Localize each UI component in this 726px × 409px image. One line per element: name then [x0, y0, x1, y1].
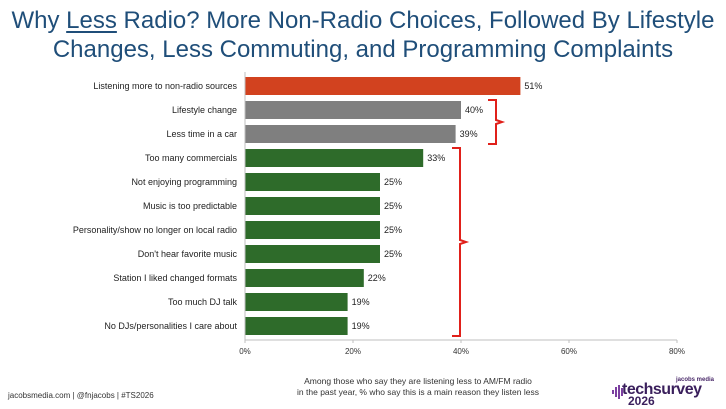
x-tick-label: 40% [453, 347, 469, 356]
title-line-2: Changes, Less Commuting, and Programming… [52, 36, 674, 63]
footnote-line-2: in the past year, % who say this is a ma… [297, 387, 539, 397]
category-label: Not enjoying programming [131, 177, 237, 187]
category-label: Music is too predictable [143, 201, 237, 211]
bar [245, 173, 380, 191]
bar [245, 197, 380, 215]
title-part-1: Why [11, 7, 67, 34]
data-label: 25% [384, 249, 402, 259]
data-label: 19% [352, 321, 370, 331]
bar [245, 269, 364, 287]
category-label: No DJs/personalities I care about [104, 321, 237, 331]
data-label: 25% [384, 177, 402, 187]
category-label: Personality/show no longer on local radi… [73, 225, 237, 235]
category-label: Listening more to non-radio sources [93, 81, 237, 91]
data-label: 33% [427, 153, 445, 163]
bar [245, 77, 521, 95]
title-underlined-word: Less [66, 7, 117, 34]
bar [245, 317, 348, 335]
data-label: 25% [384, 201, 402, 211]
group-bracket [452, 147, 470, 337]
category-label: Don't hear favorite music [138, 249, 238, 259]
logo-year: 2026 [628, 394, 655, 408]
data-label: 51% [524, 81, 542, 91]
x-tick-label: 80% [669, 347, 685, 356]
logo-big-text: techsurvey [622, 381, 702, 398]
x-tick-label: 60% [561, 347, 577, 356]
chart-title: Why Less Radio? More Non-Radio Choices, … [0, 6, 726, 64]
bar [245, 293, 348, 311]
category-label: Less time in a car [166, 129, 237, 139]
x-tick-label: 20% [345, 347, 361, 356]
group-bracket [488, 99, 506, 145]
x-tick-label: 0% [239, 347, 251, 356]
data-label: 39% [460, 129, 478, 139]
logo-small-text: jacobs media [675, 377, 714, 383]
category-label: Lifestyle change [172, 105, 237, 115]
data-label: 40% [465, 105, 483, 115]
title-line-1: Why Less Radio? More Non-Radio Choices, … [0, 6, 726, 35]
bar [245, 125, 456, 143]
category-label: Too much DJ talk [168, 297, 238, 307]
bar [245, 221, 380, 239]
category-label: Station I liked changed formats [113, 273, 237, 283]
bar [245, 245, 380, 263]
data-label: 25% [384, 225, 402, 235]
data-label: 19% [352, 297, 370, 307]
bar [245, 149, 424, 167]
footer-credits: jacobsmedia.com | @fnjacobs | #TS2026 [8, 391, 154, 400]
chart-footnote: Among those who say they are listening l… [268, 376, 568, 398]
data-label: 22% [368, 273, 386, 283]
techsurvey-logo: jacobs media techsurvey 2026 [612, 377, 720, 408]
title-part-2: Radio? More Non-Radio Choices, Followed … [116, 7, 715, 34]
category-label: Too many commercials [145, 153, 238, 163]
bar [245, 101, 461, 119]
footnote-line-1: Among those who say they are listening l… [304, 376, 532, 386]
logo-wave-icon [612, 385, 623, 399]
